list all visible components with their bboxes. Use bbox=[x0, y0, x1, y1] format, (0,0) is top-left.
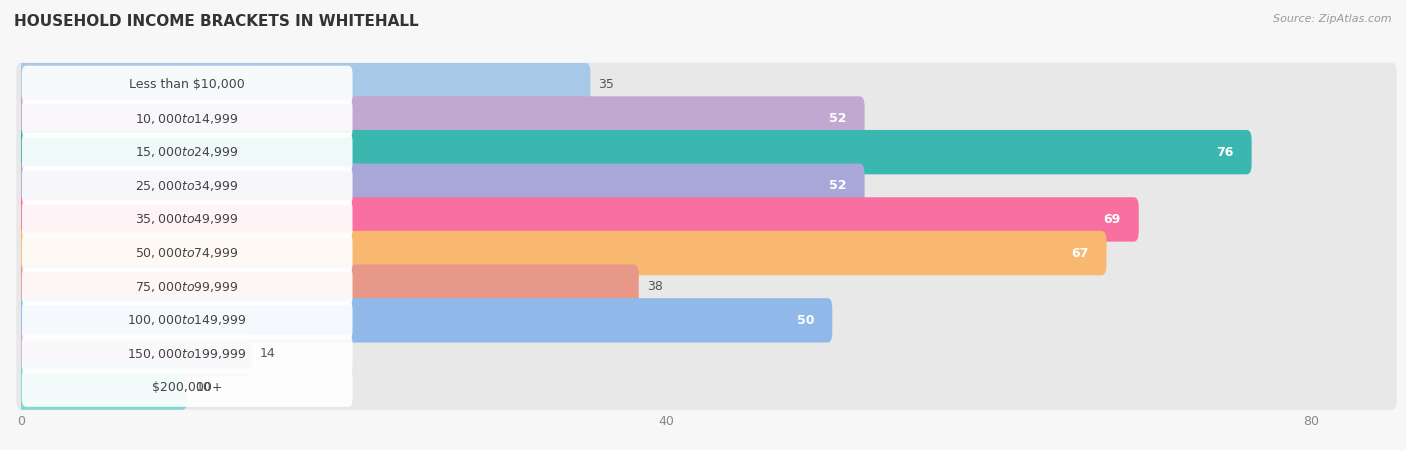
FancyBboxPatch shape bbox=[17, 265, 1396, 309]
FancyBboxPatch shape bbox=[17, 164, 1396, 208]
FancyBboxPatch shape bbox=[22, 335, 353, 373]
FancyBboxPatch shape bbox=[17, 231, 1107, 275]
Text: $50,000 to $74,999: $50,000 to $74,999 bbox=[135, 246, 239, 260]
FancyBboxPatch shape bbox=[17, 63, 1396, 107]
FancyBboxPatch shape bbox=[17, 365, 187, 410]
Text: 76: 76 bbox=[1216, 146, 1234, 159]
FancyBboxPatch shape bbox=[22, 99, 353, 138]
FancyBboxPatch shape bbox=[17, 298, 832, 342]
Text: 67: 67 bbox=[1071, 247, 1088, 260]
FancyBboxPatch shape bbox=[17, 96, 865, 141]
Text: 52: 52 bbox=[830, 112, 846, 125]
FancyBboxPatch shape bbox=[17, 130, 1251, 174]
Text: $15,000 to $24,999: $15,000 to $24,999 bbox=[135, 145, 239, 159]
Text: $100,000 to $149,999: $100,000 to $149,999 bbox=[128, 313, 247, 327]
Text: $35,000 to $49,999: $35,000 to $49,999 bbox=[135, 212, 239, 226]
FancyBboxPatch shape bbox=[17, 332, 1396, 376]
Text: 69: 69 bbox=[1104, 213, 1121, 226]
FancyBboxPatch shape bbox=[17, 96, 1396, 141]
FancyBboxPatch shape bbox=[17, 365, 1396, 410]
Text: 35: 35 bbox=[599, 78, 614, 91]
FancyBboxPatch shape bbox=[22, 369, 353, 407]
FancyBboxPatch shape bbox=[22, 200, 353, 238]
FancyBboxPatch shape bbox=[22, 234, 353, 272]
FancyBboxPatch shape bbox=[17, 231, 1396, 275]
FancyBboxPatch shape bbox=[22, 66, 353, 104]
FancyBboxPatch shape bbox=[17, 265, 638, 309]
FancyBboxPatch shape bbox=[17, 130, 1396, 174]
FancyBboxPatch shape bbox=[22, 166, 353, 205]
Text: $150,000 to $199,999: $150,000 to $199,999 bbox=[128, 347, 247, 361]
Text: 38: 38 bbox=[647, 280, 662, 293]
Text: 52: 52 bbox=[830, 179, 846, 192]
Text: $25,000 to $34,999: $25,000 to $34,999 bbox=[135, 179, 239, 193]
Text: 50: 50 bbox=[797, 314, 814, 327]
Text: Less than $10,000: Less than $10,000 bbox=[129, 78, 245, 91]
FancyBboxPatch shape bbox=[17, 298, 1396, 342]
Text: Source: ZipAtlas.com: Source: ZipAtlas.com bbox=[1274, 14, 1392, 23]
FancyBboxPatch shape bbox=[22, 268, 353, 306]
FancyBboxPatch shape bbox=[22, 133, 353, 171]
FancyBboxPatch shape bbox=[17, 164, 865, 208]
Text: HOUSEHOLD INCOME BRACKETS IN WHITEHALL: HOUSEHOLD INCOME BRACKETS IN WHITEHALL bbox=[14, 14, 419, 28]
FancyBboxPatch shape bbox=[17, 63, 591, 107]
Text: 14: 14 bbox=[260, 347, 276, 360]
FancyBboxPatch shape bbox=[22, 301, 353, 340]
Text: 10: 10 bbox=[195, 381, 211, 394]
Text: $200,000+: $200,000+ bbox=[152, 381, 222, 394]
FancyBboxPatch shape bbox=[17, 332, 252, 376]
Text: $10,000 to $14,999: $10,000 to $14,999 bbox=[135, 112, 239, 126]
FancyBboxPatch shape bbox=[17, 197, 1396, 242]
Text: $75,000 to $99,999: $75,000 to $99,999 bbox=[135, 280, 239, 294]
FancyBboxPatch shape bbox=[17, 197, 1139, 242]
